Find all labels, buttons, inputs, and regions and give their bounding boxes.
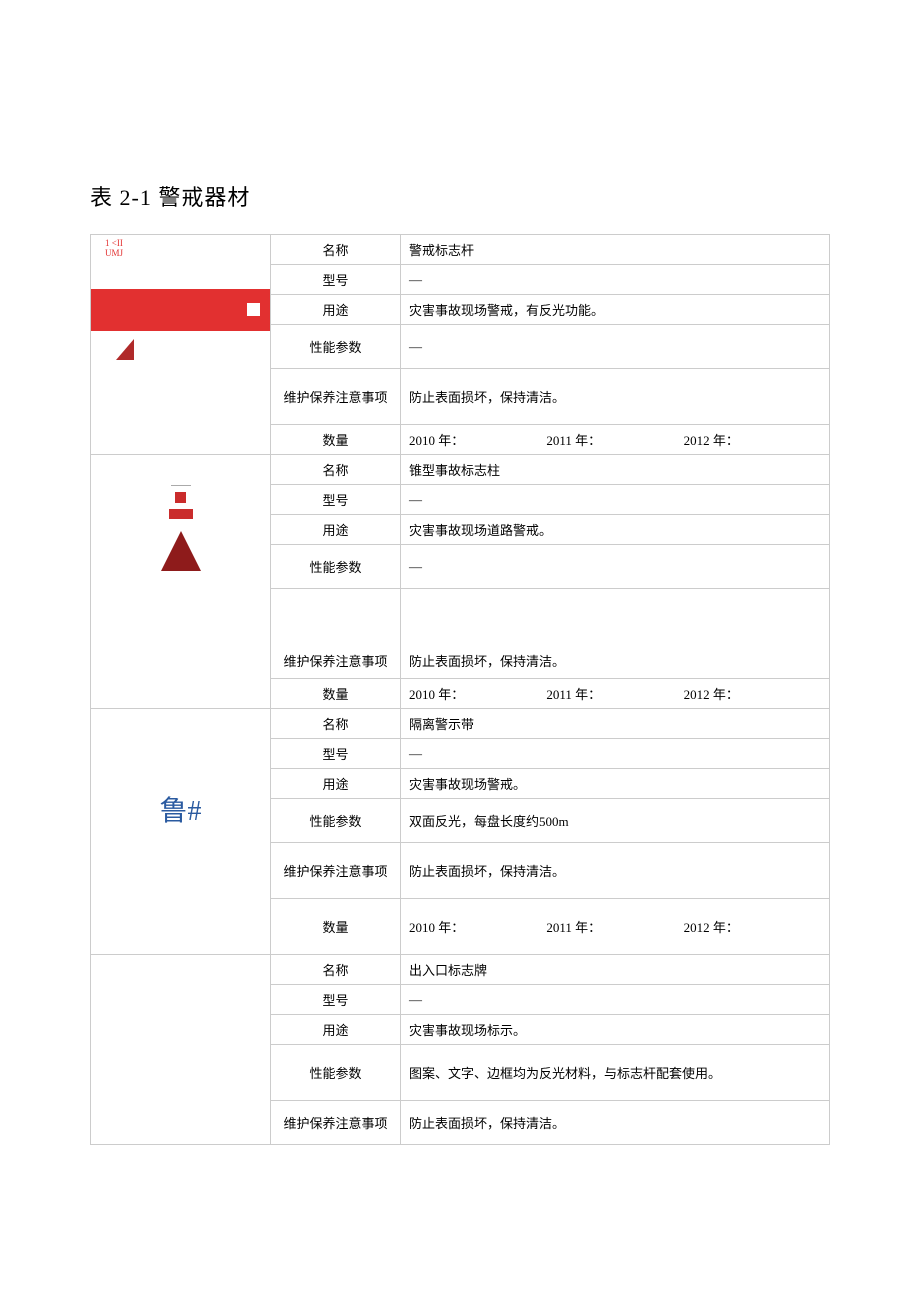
label-purpose: 用途 xyxy=(271,295,401,325)
item3-model: — xyxy=(401,739,830,769)
item4-model: — xyxy=(401,985,830,1015)
item1-spec: — xyxy=(401,325,830,369)
label-model: 型号 xyxy=(271,739,401,769)
item2-cone-icon xyxy=(161,531,201,571)
item3-qty: 2010 年： 2011 年： 2012 年： xyxy=(401,899,830,955)
table-title: 表 2-1 警戒器材 xyxy=(90,180,830,212)
qty-year1: 2010 年： xyxy=(409,684,546,703)
item1-image-tag: 1 <IIUMJ xyxy=(91,235,270,259)
label-model: 型号 xyxy=(271,485,401,515)
item2-dash-icon xyxy=(171,485,191,486)
label-maint: 维护保养注意事项 xyxy=(271,589,401,679)
item3-image-text: 鲁# xyxy=(159,789,201,829)
label-spec: 性能参数 xyxy=(271,1045,401,1101)
item4-spec: 图案、文字、边框均为反光材料，与标志杆配套使用。 xyxy=(401,1045,830,1101)
label-qty: 数量 xyxy=(271,899,401,955)
label-maint: 维护保养注意事项 xyxy=(271,1101,401,1145)
item4-maint: 防止表面损坏，保持清洁。 xyxy=(401,1101,830,1145)
item4-purpose: 灾害事故现场标示。 xyxy=(401,1015,830,1045)
label-spec: 性能参数 xyxy=(271,545,401,589)
label-maint: 维护保养注意事项 xyxy=(271,369,401,425)
qty-year3: 2012 年： xyxy=(684,430,821,449)
item3-name: 隔离警示带 xyxy=(401,709,830,739)
label-qty: 数量 xyxy=(271,679,401,709)
label-spec: 性能参数 xyxy=(271,799,401,843)
item4-name: 出入口标志牌 xyxy=(401,955,830,985)
label-name: 名称 xyxy=(271,709,401,739)
item3-purpose: 灾害事故现场警戒。 xyxy=(401,769,830,799)
qty-year1: 2010 年： xyxy=(409,917,546,936)
item3-image: 鲁# xyxy=(91,709,271,955)
label-qty: 数量 xyxy=(271,425,401,455)
label-name: 名称 xyxy=(271,235,401,265)
item4-image xyxy=(91,955,271,1145)
item1-maint: 防止表面损坏，保持清洁。 xyxy=(401,369,830,425)
item2-square-icon xyxy=(175,492,186,503)
item2-name: 锥型事故标志柱 xyxy=(401,455,830,485)
label-maint: 维护保养注意事项 xyxy=(271,843,401,899)
label-purpose: 用途 xyxy=(271,515,401,545)
label-spec: 性能参数 xyxy=(271,325,401,369)
item1-red-bar xyxy=(91,289,270,331)
qty-year3: 2012 年： xyxy=(684,917,821,936)
item2-bar-icon xyxy=(169,509,193,519)
item1-name: 警戒标志杆 xyxy=(401,235,830,265)
qty-year2: 2011 年： xyxy=(546,684,683,703)
item1-qty: 2010 年： 2011 年： 2012 年： xyxy=(401,425,830,455)
item2-qty: 2010 年： 2011 年： 2012 年： xyxy=(401,679,830,709)
label-name: 名称 xyxy=(271,955,401,985)
qty-year2: 2011 年： xyxy=(546,917,683,936)
label-model: 型号 xyxy=(271,265,401,295)
equipment-table: 1 <IIUMJ 名称 警戒标志杆 型号 — 用途 灾害事故现场警戒，有反光功能… xyxy=(90,234,830,1145)
item2-image xyxy=(91,455,271,709)
item1-purpose: 灾害事故现场警戒，有反光功能。 xyxy=(401,295,830,325)
item1-model: — xyxy=(401,265,830,295)
qty-year2: 2011 年： xyxy=(546,430,683,449)
item3-spec: 双面反光，每盘长度约500m xyxy=(401,799,830,843)
item3-maint: 防止表面损坏，保持清洁。 xyxy=(401,843,830,899)
label-model: 型号 xyxy=(271,985,401,1015)
item2-maint: 防止表面损坏，保持清洁。 xyxy=(401,589,830,679)
item1-triangle-icon xyxy=(116,339,134,360)
qty-year1: 2010 年： xyxy=(409,430,546,449)
item2-spec: — xyxy=(401,545,830,589)
qty-year3: 2012 年： xyxy=(684,684,821,703)
label-purpose: 用途 xyxy=(271,769,401,799)
label-name: 名称 xyxy=(271,455,401,485)
item2-purpose: 灾害事故现场道路警戒。 xyxy=(401,515,830,545)
item1-image: 1 <IIUMJ xyxy=(91,235,271,455)
label-purpose: 用途 xyxy=(271,1015,401,1045)
item2-model: — xyxy=(401,485,830,515)
